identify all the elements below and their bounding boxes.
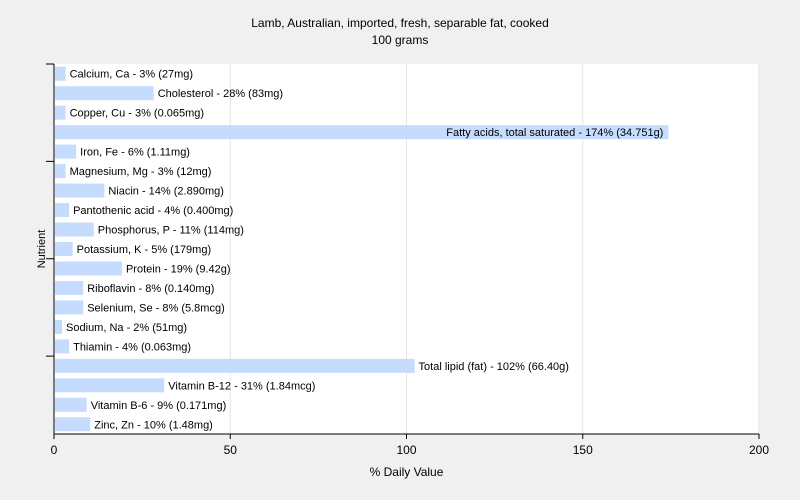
bar-label: Protein - 19% (9.42g) xyxy=(126,263,231,275)
bar-label: Niacin - 14% (2.890mg) xyxy=(108,186,224,198)
bar-label: Fatty acids, total saturated - 174% (34.… xyxy=(446,127,663,139)
bar-label: Sodium, Na - 2% (51mg) xyxy=(66,322,187,334)
bar xyxy=(55,378,165,393)
bar xyxy=(55,261,122,276)
bar xyxy=(55,125,669,140)
bar-label: Calcium, Ca - 3% (27mg) xyxy=(70,69,193,81)
y-axis-title: Nutrient xyxy=(36,230,48,269)
bar-label: Thiamin - 4% (0.063mg) xyxy=(73,341,191,353)
bar-label: Copper, Cu - 3% (0.065mg) xyxy=(70,108,205,120)
bar-label: Vitamin B-6 - 9% (0.171mg) xyxy=(91,400,227,412)
bar xyxy=(55,144,77,159)
bar xyxy=(55,417,91,432)
chart-title: Lamb, Australian, imported, fresh, separ… xyxy=(251,16,549,30)
bar xyxy=(55,183,105,198)
bar-label: Phosphorus, P - 11% (114mg) xyxy=(98,225,244,237)
bar-label: Potassium, K - 5% (179mg) xyxy=(77,244,212,256)
x-tick-label: 200 xyxy=(749,443,769,457)
x-tick-label: 150 xyxy=(573,443,593,457)
bar xyxy=(55,66,66,81)
x-tick-label: 0 xyxy=(51,443,58,457)
bar-label: Zinc, Zn - 10% (1.48mg) xyxy=(94,419,213,431)
x-tick-label: 50 xyxy=(224,443,238,457)
chart-subtitle: 100 grams xyxy=(371,33,429,47)
bar-label: Cholesterol - 28% (83mg) xyxy=(158,88,283,100)
bar-label: Total lipid (fat) - 102% (66.40g) xyxy=(419,361,569,373)
bar xyxy=(55,242,73,256)
bar xyxy=(55,280,84,295)
bar xyxy=(55,203,70,218)
bar xyxy=(55,222,94,237)
bar-label: Magnesium, Mg - 3% (12mg) xyxy=(70,166,212,178)
bar xyxy=(55,105,66,120)
bar xyxy=(55,397,87,412)
bar xyxy=(55,339,70,354)
bar-label: Vitamin B-12 - 31% (1.84mcg) xyxy=(168,380,315,392)
bar xyxy=(55,86,154,101)
bar xyxy=(55,164,66,179)
bar xyxy=(55,300,84,315)
bar-label: Selenium, Se - 8% (5.8mcg) xyxy=(87,302,225,314)
x-axis-title: % Daily Value xyxy=(370,465,444,479)
bar xyxy=(55,358,415,373)
bar-label: Pantothenic acid - 4% (0.400mg) xyxy=(73,205,233,217)
bar-label: Iron, Fe - 6% (1.11mg) xyxy=(80,147,190,159)
bar xyxy=(55,319,63,334)
x-tick-label: 100 xyxy=(396,443,416,457)
bar-label: Riboflavin - 8% (0.140mg) xyxy=(87,283,214,295)
